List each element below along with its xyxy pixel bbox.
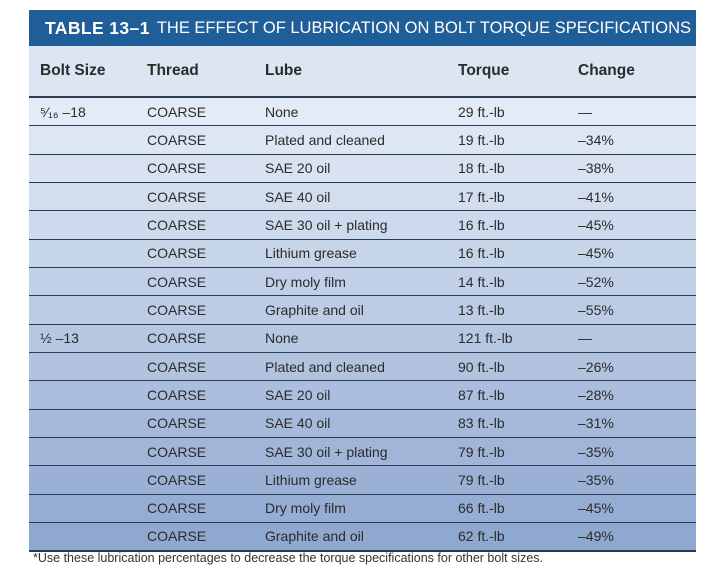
cell-change: –26% [578, 358, 614, 375]
header-change: Change [578, 62, 635, 79]
cell-torque: 90 ft.-lb [458, 358, 505, 375]
cell-change: –34% [578, 132, 614, 149]
cell-torque: 14 ft.-lb [458, 273, 505, 290]
table-header-row: Bolt Size Thread Lube Torque Change [29, 46, 696, 98]
header-torque: Torque [458, 62, 510, 79]
cell-torque: 17 ft.-lb [458, 188, 505, 205]
cell-torque: 121 ft.-lb [458, 330, 513, 347]
cell-torque: 79 ft.-lb [458, 443, 505, 460]
table-row: COARSE Lithium grease 79 ft.-lb –35% [29, 466, 696, 495]
cell-bolt-size: ⁵⁄₁₆ –18 [40, 103, 86, 120]
cell-change: –45% [578, 245, 614, 262]
cell-torque: 16 ft.-lb [458, 217, 505, 234]
table-row: COARSE Dry moly film 14 ft.-lb –52% [29, 268, 696, 297]
table-row: COARSE SAE 30 oil + plating 16 ft.-lb –45% [29, 211, 696, 240]
cell-change: –55% [578, 302, 614, 319]
cell-change: –41% [578, 188, 614, 205]
cell-change: –45% [578, 217, 614, 234]
cell-thread: COARSE [147, 387, 207, 404]
cell-thread: COARSE [147, 302, 207, 319]
table-row: COARSE Graphite and oil 13 ft.-lb –55% [29, 296, 696, 325]
cell-lube: None [265, 103, 299, 120]
table-row: COARSE Lithium grease 16 ft.-lb –45% [29, 239, 696, 269]
table-row: COARSE SAE 30 oil + plating 79 ft.-lb –35% [29, 438, 696, 467]
table-row: COARSE Dry moly film 66 ft.-lb –45% [29, 494, 696, 524]
cell-thread: COARSE [147, 132, 207, 149]
cell-change: –45% [578, 500, 614, 517]
cell-thread: COARSE [147, 528, 207, 545]
cell-torque: 18 ft.-lb [458, 160, 505, 177]
header-thread: Thread [147, 62, 199, 79]
cell-thread: COARSE [147, 500, 207, 517]
table-title: THE EFFECT OF LUBRICATION ON BOLT TORQUE… [156, 18, 692, 37]
cell-change: –49% [578, 528, 614, 545]
cell-thread: COARSE [147, 188, 207, 205]
cell-change: — [578, 330, 592, 347]
cell-thread: COARSE [147, 245, 207, 262]
cell-change: –35% [578, 472, 614, 489]
cell-torque: 16 ft.-lb [458, 245, 505, 262]
cell-thread: COARSE [147, 330, 207, 347]
cell-change: –28% [578, 387, 614, 404]
cell-lube: Dry moly film [265, 273, 346, 290]
cell-lube: None [265, 330, 299, 347]
cell-change: –31% [578, 415, 614, 432]
cell-lube: SAE 20 oil [265, 387, 331, 404]
table-row: ⁵⁄₁₆ –18 COARSE None 29 ft.-lb — [29, 98, 696, 127]
cell-thread: COARSE [147, 103, 207, 120]
cell-torque: 62 ft.-lb [458, 528, 505, 545]
cell-torque: 29 ft.-lb [458, 103, 505, 120]
cell-torque: 19 ft.-lb [458, 132, 505, 149]
cell-lube: SAE 30 oil + plating [265, 443, 388, 460]
cell-bolt-size: ½ –13 [40, 330, 79, 347]
table-row: COARSE SAE 40 oil 83 ft.-lb –31% [29, 409, 696, 439]
table-row: COARSE Graphite and oil 62 ft.-lb –49% [29, 523, 696, 552]
header-bolt-size: Bolt Size [40, 62, 106, 79]
table-row: COARSE SAE 40 oil 17 ft.-lb –41% [29, 183, 696, 212]
table-row: COARSE Plated and cleaned 19 ft.-lb –34% [29, 126, 696, 155]
cell-torque: 13 ft.-lb [458, 302, 505, 319]
cell-lube: Plated and cleaned [265, 358, 385, 375]
cell-lube: Graphite and oil [265, 302, 364, 319]
cell-lube: Lithium grease [265, 245, 357, 262]
cell-change: –35% [578, 443, 614, 460]
cell-torque: 87 ft.-lb [458, 387, 505, 404]
torque-table: TABLE 13–1 THE EFFECT OF LUBRICATION ON … [29, 10, 696, 552]
cell-thread: COARSE [147, 358, 207, 375]
cell-thread: COARSE [147, 217, 207, 234]
cell-thread: COARSE [147, 160, 207, 177]
cell-lube: Dry moly film [265, 500, 346, 517]
cell-lube: SAE 40 oil [265, 415, 331, 432]
table-body: ⁵⁄₁₆ –18 COARSE None 29 ft.-lb — COARSE Plated… [29, 98, 696, 552]
cell-lube: Graphite and oil [265, 528, 364, 545]
cell-torque: 66 ft.-lb [458, 500, 505, 517]
cell-thread: COARSE [147, 415, 207, 432]
table-number: TABLE 13–1 [45, 17, 150, 38]
cell-change: — [578, 103, 592, 120]
cell-change: –52% [578, 273, 614, 290]
cell-lube: SAE 20 oil [265, 160, 331, 177]
cell-torque: 79 ft.-lb [458, 472, 505, 489]
table-row: COARSE SAE 20 oil 18 ft.-lb –38% [29, 154, 696, 184]
table-title-bar: TABLE 13–1 THE EFFECT OF LUBRICATION ON … [29, 10, 696, 46]
header-lube: Lube [265, 62, 303, 79]
cell-thread: COARSE [147, 443, 207, 460]
table-row: COARSE SAE 20 oil 87 ft.-lb –28% [29, 381, 696, 410]
cell-lube: Lithium grease [265, 472, 357, 489]
cell-thread: COARSE [147, 472, 207, 489]
cell-change: –38% [578, 160, 614, 177]
cell-lube: SAE 30 oil + plating [265, 217, 388, 234]
cell-lube: Plated and cleaned [265, 132, 385, 149]
table-footnote: *Use these lubrication percentages to de… [33, 551, 544, 565]
cell-lube: SAE 40 oil [265, 188, 331, 205]
cell-thread: COARSE [147, 273, 207, 290]
table-row: COARSE Plated and cleaned 90 ft.-lb –26% [29, 353, 696, 382]
table-row: ½ –13 COARSE None 121 ft.-lb — [29, 324, 696, 354]
cell-torque: 83 ft.-lb [458, 415, 505, 432]
